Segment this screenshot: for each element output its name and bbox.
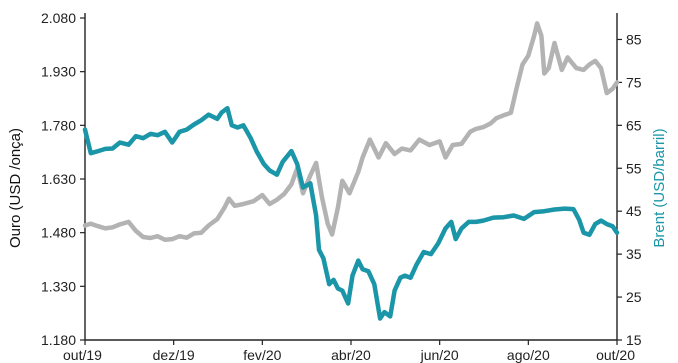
right-tick-label: 65 <box>626 117 642 133</box>
right-tick-label: 75 <box>626 74 642 90</box>
x-axis: out/19 dez/19 fev/20 abr/20 jun/20 ago/20 out/… <box>63 339 635 363</box>
right-y-axis: 15 25 35 45 55 65 75 85 <box>616 13 642 348</box>
left-tick-label: 1.630 <box>41 171 76 187</box>
x-tick-label: fev/20 <box>243 347 281 363</box>
x-tick-label: jun/20 <box>420 347 459 363</box>
left-y-axis: 1.180 1.330 1.480 1.630 1.780 1.930 2.080 <box>41 10 86 348</box>
left-tick-label: 1.780 <box>41 117 76 133</box>
right-axis-title: Brent (USD/barril) <box>651 128 668 247</box>
x-tick-label: dez/19 <box>153 347 195 363</box>
gold-series-line <box>82 21 620 243</box>
right-tick-label: 15 <box>626 332 642 348</box>
left-tick-label: 2.080 <box>41 10 76 26</box>
x-tick-label: abr/20 <box>331 347 371 363</box>
left-tick-label: 1.180 <box>41 332 76 348</box>
x-tick-label: out/20 <box>596 347 635 363</box>
left-tick-label: 1.480 <box>41 225 76 241</box>
left-tick-label: 1.330 <box>41 278 76 294</box>
right-tick-label: 55 <box>626 160 642 176</box>
x-tick-label: out/19 <box>63 347 102 363</box>
brent-series-line <box>82 105 620 321</box>
right-tick-label: 25 <box>626 289 642 305</box>
left-tick-label: 1.930 <box>41 64 76 80</box>
right-tick-label: 45 <box>626 203 642 219</box>
right-tick-label: 85 <box>626 31 642 47</box>
right-tick-label: 35 <box>626 246 642 262</box>
left-axis-title: Ouro (USD /onça) <box>7 128 24 248</box>
x-tick-label: ago/20 <box>507 347 550 363</box>
series-layer <box>82 21 620 321</box>
